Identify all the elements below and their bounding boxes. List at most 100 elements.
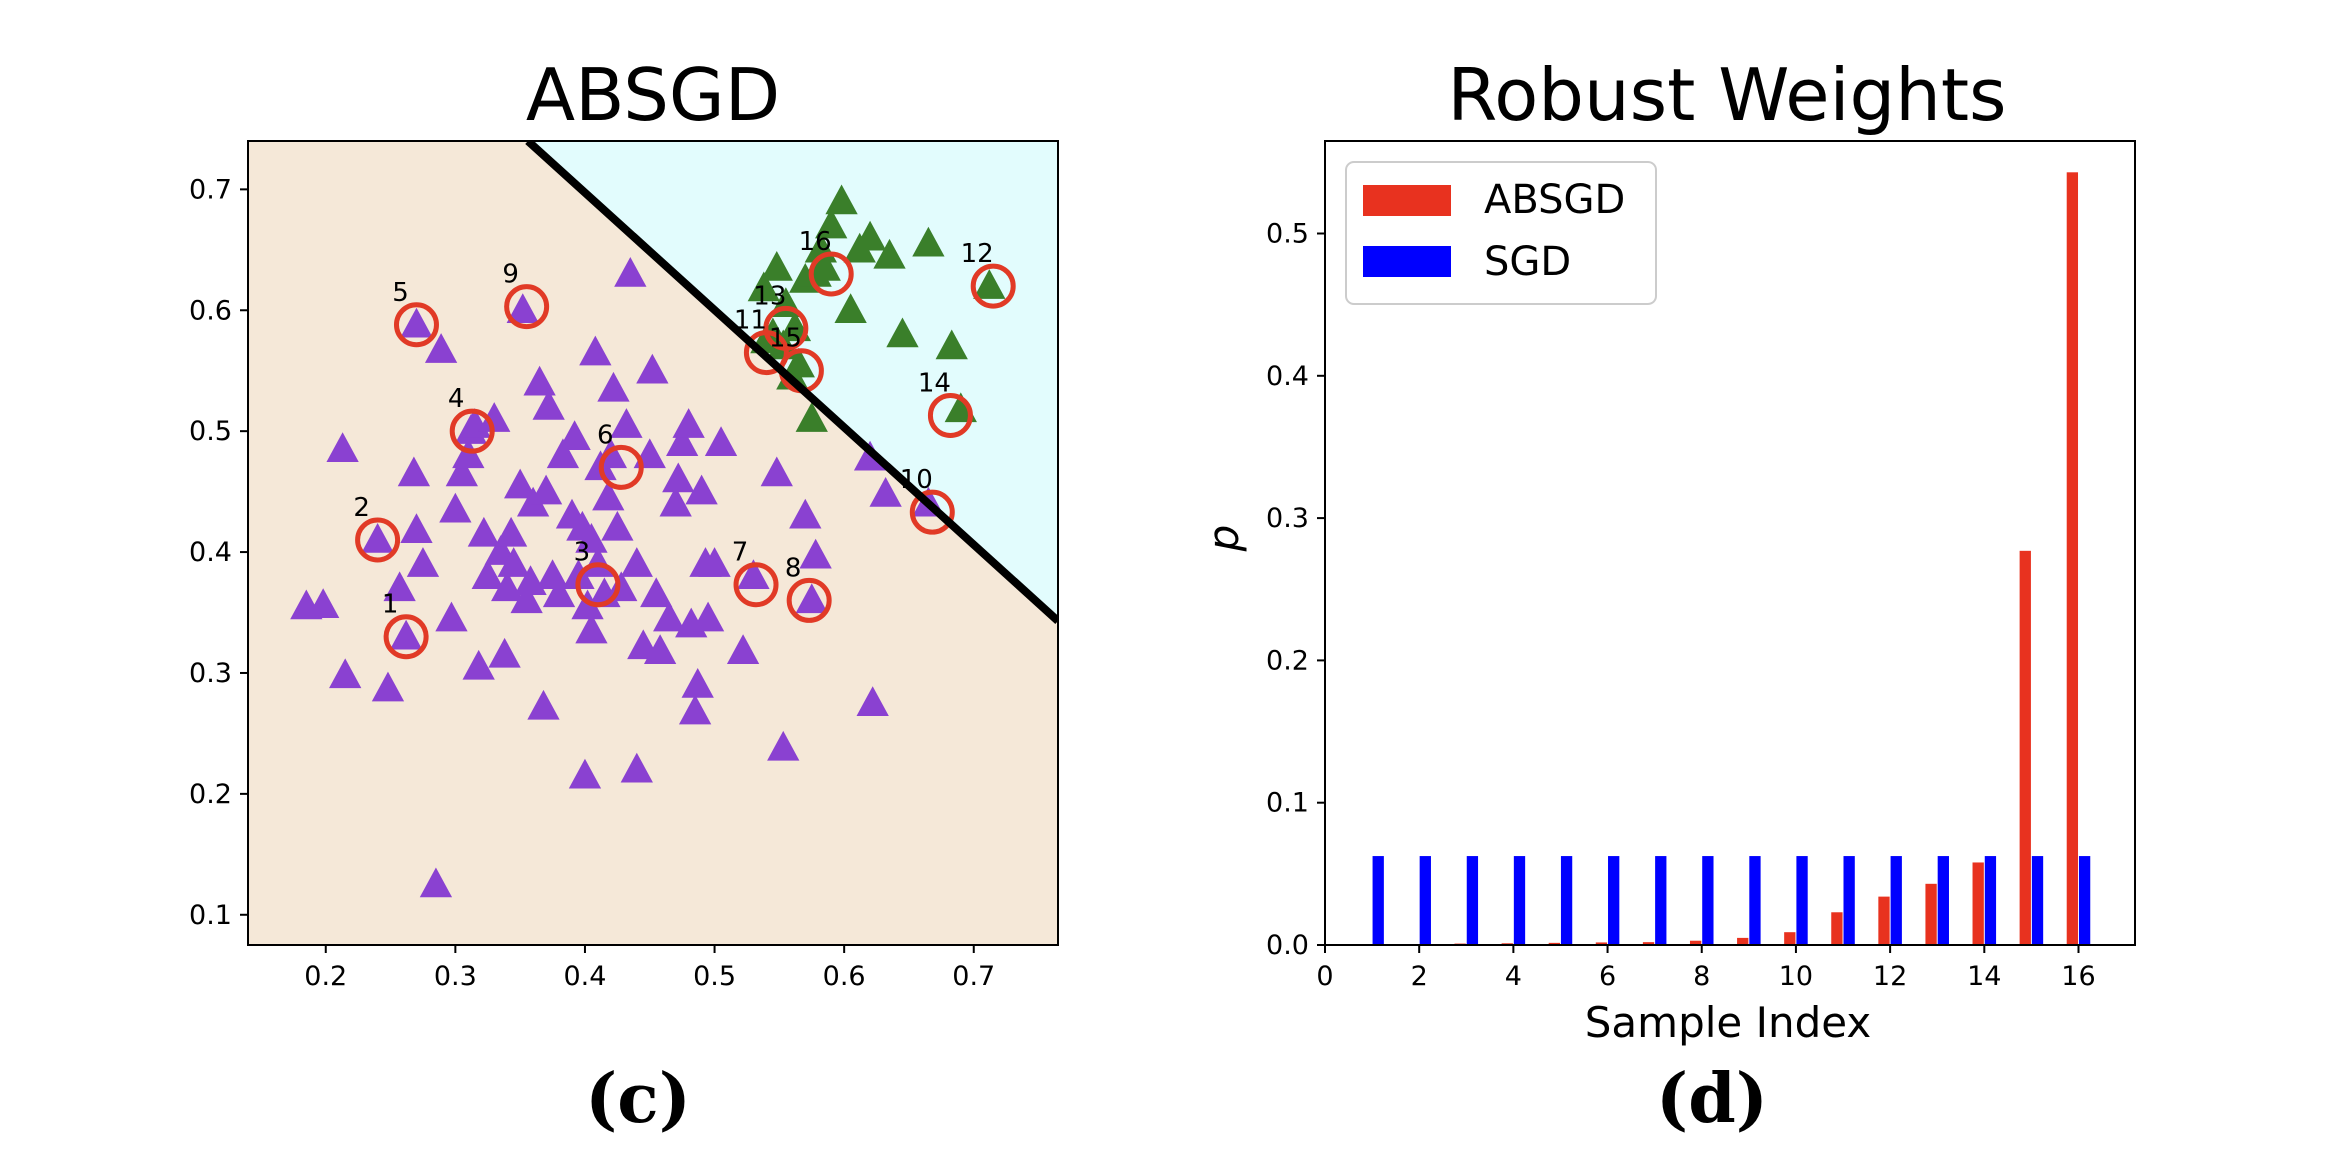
point-purple xyxy=(799,538,832,569)
highlight-circle xyxy=(786,577,832,623)
y-tick-label: 0.3 xyxy=(189,658,232,689)
x-tick-label: 16 xyxy=(2061,961,2095,992)
annotation-label: 5 xyxy=(392,278,409,308)
bar-absgd xyxy=(1548,942,1560,945)
bar-ylabel: p xyxy=(1199,525,1248,553)
region-purple xyxy=(248,141,1058,945)
bar-sgd xyxy=(1466,856,1479,945)
point-green xyxy=(808,250,841,281)
scatter-frame xyxy=(247,140,1059,946)
point-purple xyxy=(435,601,468,632)
bar-panel: Robust Weights 0 2 4 6 8 10 12 14 16 0.00.10.20.… xyxy=(1199,53,2136,1139)
point-purple xyxy=(361,522,394,553)
point-purple xyxy=(581,547,615,577)
point-purple xyxy=(592,480,625,511)
point-purple xyxy=(471,559,504,589)
point-purple xyxy=(462,649,495,680)
point-purple xyxy=(704,426,738,457)
bar-sgd xyxy=(1560,856,1573,945)
bar-sgd xyxy=(1984,856,1997,945)
point-purple xyxy=(397,456,431,487)
highlight-circle xyxy=(763,305,809,351)
x-tick-label: 0.6 xyxy=(823,961,866,992)
point-purple xyxy=(685,474,718,505)
highlight-circle xyxy=(393,302,439,348)
bar-sgd xyxy=(1608,856,1620,945)
caption-c: (c) xyxy=(585,1059,691,1139)
scatter-title: ABSGD xyxy=(526,53,780,137)
point-purple xyxy=(400,307,433,338)
scatter-points xyxy=(290,184,1006,898)
point-purple xyxy=(681,668,714,698)
point-purple xyxy=(406,547,440,577)
point-purple xyxy=(795,583,828,614)
point-purple xyxy=(698,547,731,577)
highlight-circle xyxy=(927,392,973,438)
point-purple xyxy=(597,371,630,402)
bar-frame xyxy=(1324,140,2136,946)
bar-sgd xyxy=(1749,856,1761,945)
point-purple xyxy=(767,730,800,761)
legend-label-absgd: ABSGD xyxy=(1484,177,1625,223)
point-purple xyxy=(579,335,612,366)
point-purple xyxy=(506,293,539,324)
point-purple xyxy=(558,420,591,450)
y-tick-label: 0.0 xyxy=(1266,930,1309,961)
point-purple xyxy=(737,559,770,589)
highlight-circle xyxy=(383,614,429,660)
point-purple xyxy=(610,408,643,438)
annotation-label: 4 xyxy=(448,384,465,414)
annotation-label: 2 xyxy=(353,493,370,523)
legend: ABSGD SGD xyxy=(1345,161,1657,305)
bar-absgd xyxy=(1595,942,1608,945)
point-purple xyxy=(653,601,686,632)
decision-boundary xyxy=(525,141,1058,624)
x-tick-label: 12 xyxy=(1873,961,1907,992)
annotation-label: 9 xyxy=(502,260,519,290)
point-purple xyxy=(494,516,528,547)
point-purple xyxy=(542,577,576,608)
point-purple xyxy=(760,456,793,487)
point-purple xyxy=(643,634,677,664)
bar-absgd xyxy=(2066,172,2079,945)
bar-absgd xyxy=(2019,550,2031,945)
y-tick-label: 0.2 xyxy=(1266,645,1309,676)
point-purple xyxy=(659,486,692,517)
point-purple xyxy=(307,588,340,619)
annotation-label: 14 xyxy=(918,368,951,398)
highlight-circles xyxy=(355,251,1016,660)
point-purple xyxy=(789,498,822,529)
point-purple xyxy=(672,408,705,438)
bar-absgd xyxy=(1784,932,1796,945)
highlight-circle xyxy=(449,408,495,454)
point-purple xyxy=(640,577,673,608)
bar-absgd xyxy=(1878,896,1890,945)
point-green xyxy=(912,226,945,257)
annotation-label: 10 xyxy=(900,465,933,495)
highlight-circle xyxy=(808,251,854,297)
point-purple xyxy=(662,462,695,493)
annotation-label: 8 xyxy=(785,553,802,583)
point-purple xyxy=(529,474,563,505)
x-tick-label: 0.4 xyxy=(563,961,606,992)
bar-y-axis: 0.0 0.1 0.2 0.3 0.4 0.5 xyxy=(1266,218,1325,961)
point-purple xyxy=(568,758,602,789)
annotation-label: 1 xyxy=(382,590,399,620)
x-tick-label: 0.7 xyxy=(952,961,995,992)
x-tick-label: 6 xyxy=(1599,961,1616,992)
bar-sgd xyxy=(1419,856,1431,945)
point-purple xyxy=(504,468,537,499)
bar-sgd xyxy=(2078,856,2091,945)
point-purple xyxy=(383,571,416,602)
bar-xlabel: Sample Index xyxy=(1585,998,1871,1047)
highlight-circle xyxy=(575,562,621,608)
point-green xyxy=(782,347,815,378)
y-tick-label: 0.5 xyxy=(1266,218,1309,249)
annotation-label: 3 xyxy=(574,538,591,568)
highlight-circle xyxy=(733,562,779,608)
bar-sgd xyxy=(1513,856,1526,945)
x-tick-label: 0 xyxy=(1316,961,1333,992)
point-purple xyxy=(329,658,362,689)
